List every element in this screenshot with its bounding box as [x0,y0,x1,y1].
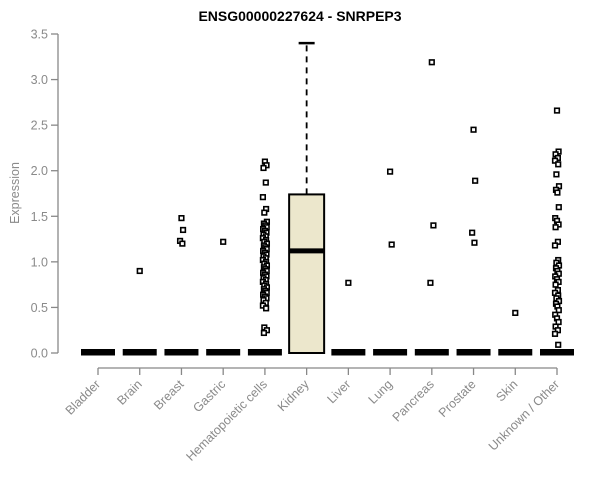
outlier-point [260,164,267,172]
x-category-label: Liver [324,377,353,406]
outlier-point [470,126,477,133]
y-tick-label: 1.5 [31,210,48,224]
collapsed-boxplot [540,349,574,356]
outlier-point [178,215,185,222]
y-tick-label: 3.5 [31,28,48,42]
y-tick-label: 3.0 [31,73,48,87]
outlier-point [386,168,394,175]
outlier-point [220,238,227,245]
outlier-point [555,341,562,348]
y-tick-label: 0.0 [31,347,48,361]
boxplot-box [288,193,326,354]
outlier-point [554,189,561,196]
x-category-label: Breast [151,377,187,413]
category-breast [164,215,199,356]
outlier-point [469,229,476,236]
category-hematopoietic-cells [247,158,282,356]
category-pancreas [414,59,449,356]
y-tick-label: 2.0 [31,164,48,178]
y-tick-label: 1.0 [31,255,48,269]
outlier-point [430,222,437,229]
outlier-point [262,179,269,186]
x-category-label: Brain [114,377,145,408]
category-prostate [456,126,491,356]
outlier-point [260,329,268,337]
x-category-label: Lung [366,377,396,407]
category-lung [373,168,408,356]
outlier-point [263,305,270,312]
outlier-point [551,242,559,249]
category-brain [122,267,157,356]
outlier-point [555,161,562,168]
outlier-point [136,267,143,275]
outlier-point [551,157,559,164]
outlier-point [261,209,268,216]
x-category-label: Hematopoietic cells [183,377,270,464]
outlier-point [259,194,267,201]
outlier-point [179,240,186,247]
outlier-point [427,279,434,286]
collapsed-boxplot [456,349,491,356]
outlier-point [552,281,559,288]
outlier-point [388,241,395,248]
outlier-point [471,239,478,246]
category-kidney [288,41,326,354]
collapsed-boxplot [164,349,199,356]
outlier-point [553,107,561,114]
outlier-point [179,226,187,234]
collapsed-boxplot [373,349,408,356]
outlier-point [551,330,559,337]
y-tick-label: 0.5 [31,301,48,315]
collapsed-boxplot [81,349,115,356]
outlier-point [553,171,560,178]
category-unknown-other [540,107,574,356]
collapsed-boxplot [122,349,157,356]
x-category-label: Skin [493,377,520,404]
outlier-point [345,279,352,286]
collapsed-boxplot [247,349,282,356]
outlier-point [552,224,559,231]
x-category-label: Gastric [190,377,228,415]
outlier-point [512,309,519,316]
outlier-point [555,204,562,211]
outlier-point [472,177,479,184]
category-bladder [81,349,115,356]
x-category-label: Bladder [63,377,103,417]
x-category-label: Pancreas [390,377,437,424]
category-liver [331,279,366,356]
category-gastric [206,238,241,356]
collapsed-boxplot [206,349,241,356]
y-tick-label: 2.5 [31,119,48,133]
category-skin [498,309,533,356]
collapsed-boxplot [498,349,533,356]
x-category-label: Unknown / Other [486,377,562,453]
chart-title: ENSG00000227624 - SNRPEP3 [198,8,402,24]
x-category-label: Kidney [275,377,312,414]
collapsed-boxplot [331,349,366,356]
outlier-point [428,59,435,66]
outlier-point [555,307,562,314]
x-category-label: Prostate [436,377,479,420]
collapsed-boxplot [414,349,449,356]
